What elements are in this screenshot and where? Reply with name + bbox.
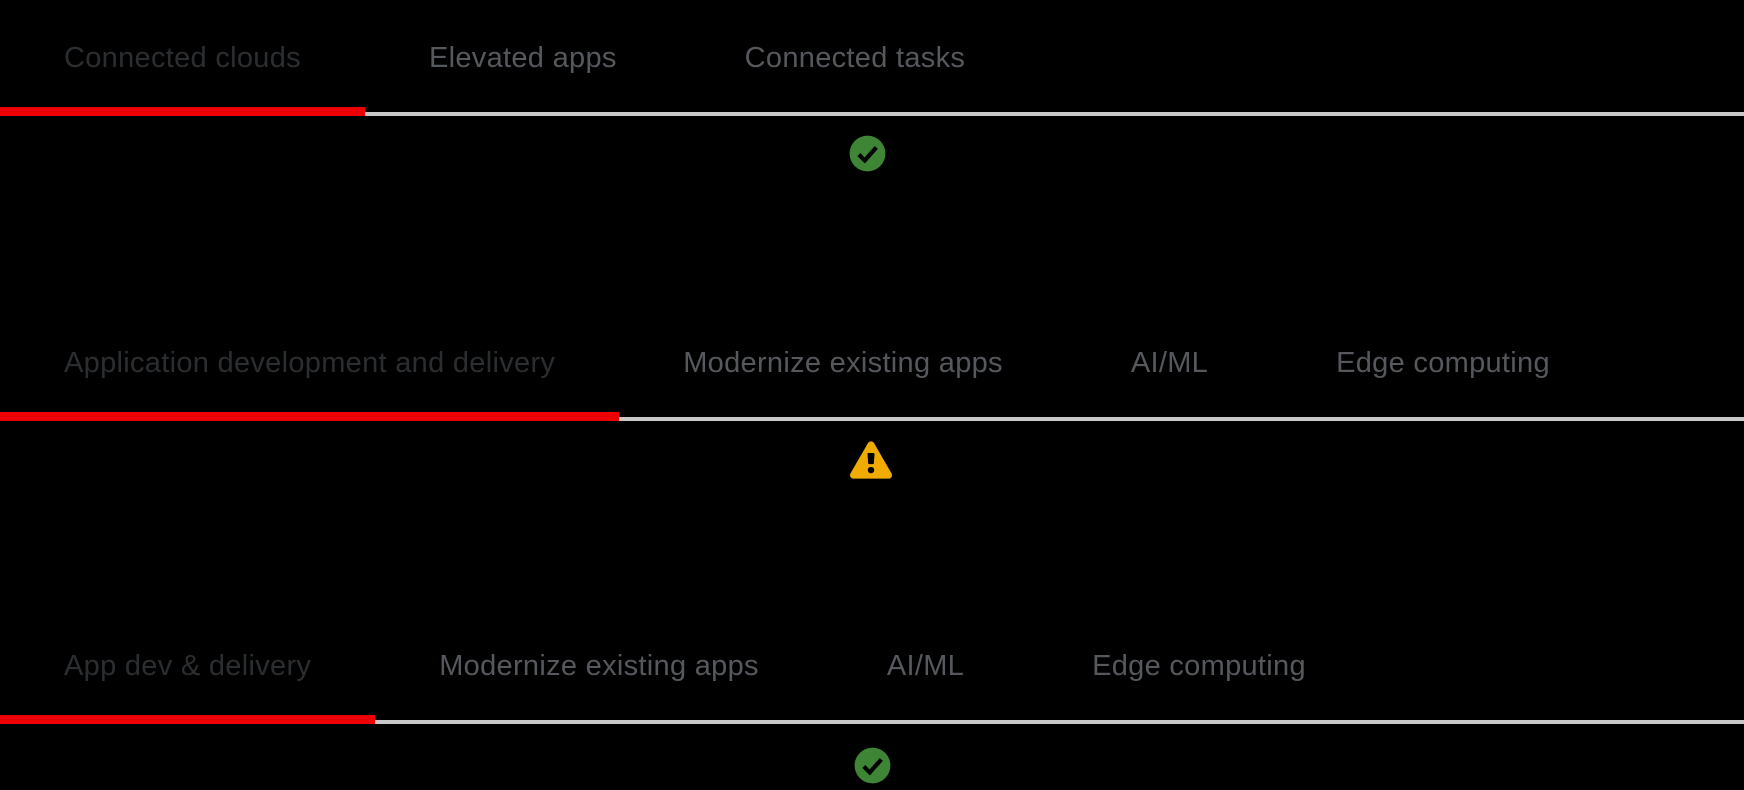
check-circle-icon xyxy=(849,135,886,172)
tab-connected-tasks[interactable]: Connected tasks xyxy=(681,0,1030,116)
tab-list: App dev & delivery Modernize existing app… xyxy=(0,608,1370,724)
tab-bar: Application development and delivery Mode… xyxy=(0,305,1744,421)
check-circle-icon xyxy=(854,747,891,784)
exclamation-triangle-icon xyxy=(850,441,893,479)
tab-bar-divider xyxy=(0,417,1744,421)
tab-modernize-existing-apps[interactable]: Modernize existing apps xyxy=(375,608,823,724)
tab-bar-divider xyxy=(0,112,1744,116)
tab-edge-computing[interactable]: Edge computing xyxy=(1028,608,1370,724)
check-circle-icon xyxy=(849,135,886,172)
tab-bar-divider xyxy=(0,720,1744,724)
tab-modernize-existing-apps[interactable]: Modernize existing apps xyxy=(619,305,1067,421)
tab-bar: App dev & delivery Modernize existing app… xyxy=(0,608,1744,724)
tab-bar: Connected clouds Elevated apps Connected t… xyxy=(0,0,1744,116)
tab-ai-ml[interactable]: AI/ML xyxy=(1067,305,1272,421)
tab-connected-clouds[interactable]: Connected clouds xyxy=(0,0,365,116)
tab-ai-ml[interactable]: AI/ML xyxy=(823,608,1028,724)
tab-list: Connected clouds Elevated apps Connected t… xyxy=(0,0,1029,116)
exclamation-triangle-icon xyxy=(850,441,893,479)
tab-elevated-apps[interactable]: Elevated apps xyxy=(365,0,681,116)
tab-app-dev-and-delivery[interactable]: App dev & delivery xyxy=(0,608,376,724)
check-circle-icon xyxy=(854,747,891,784)
tab-list: Application development and delivery Mode… xyxy=(0,305,1614,421)
tab-application-development-and-delivery[interactable]: Application development and delivery xyxy=(0,305,620,421)
tab-edge-computing[interactable]: Edge computing xyxy=(1272,305,1614,421)
